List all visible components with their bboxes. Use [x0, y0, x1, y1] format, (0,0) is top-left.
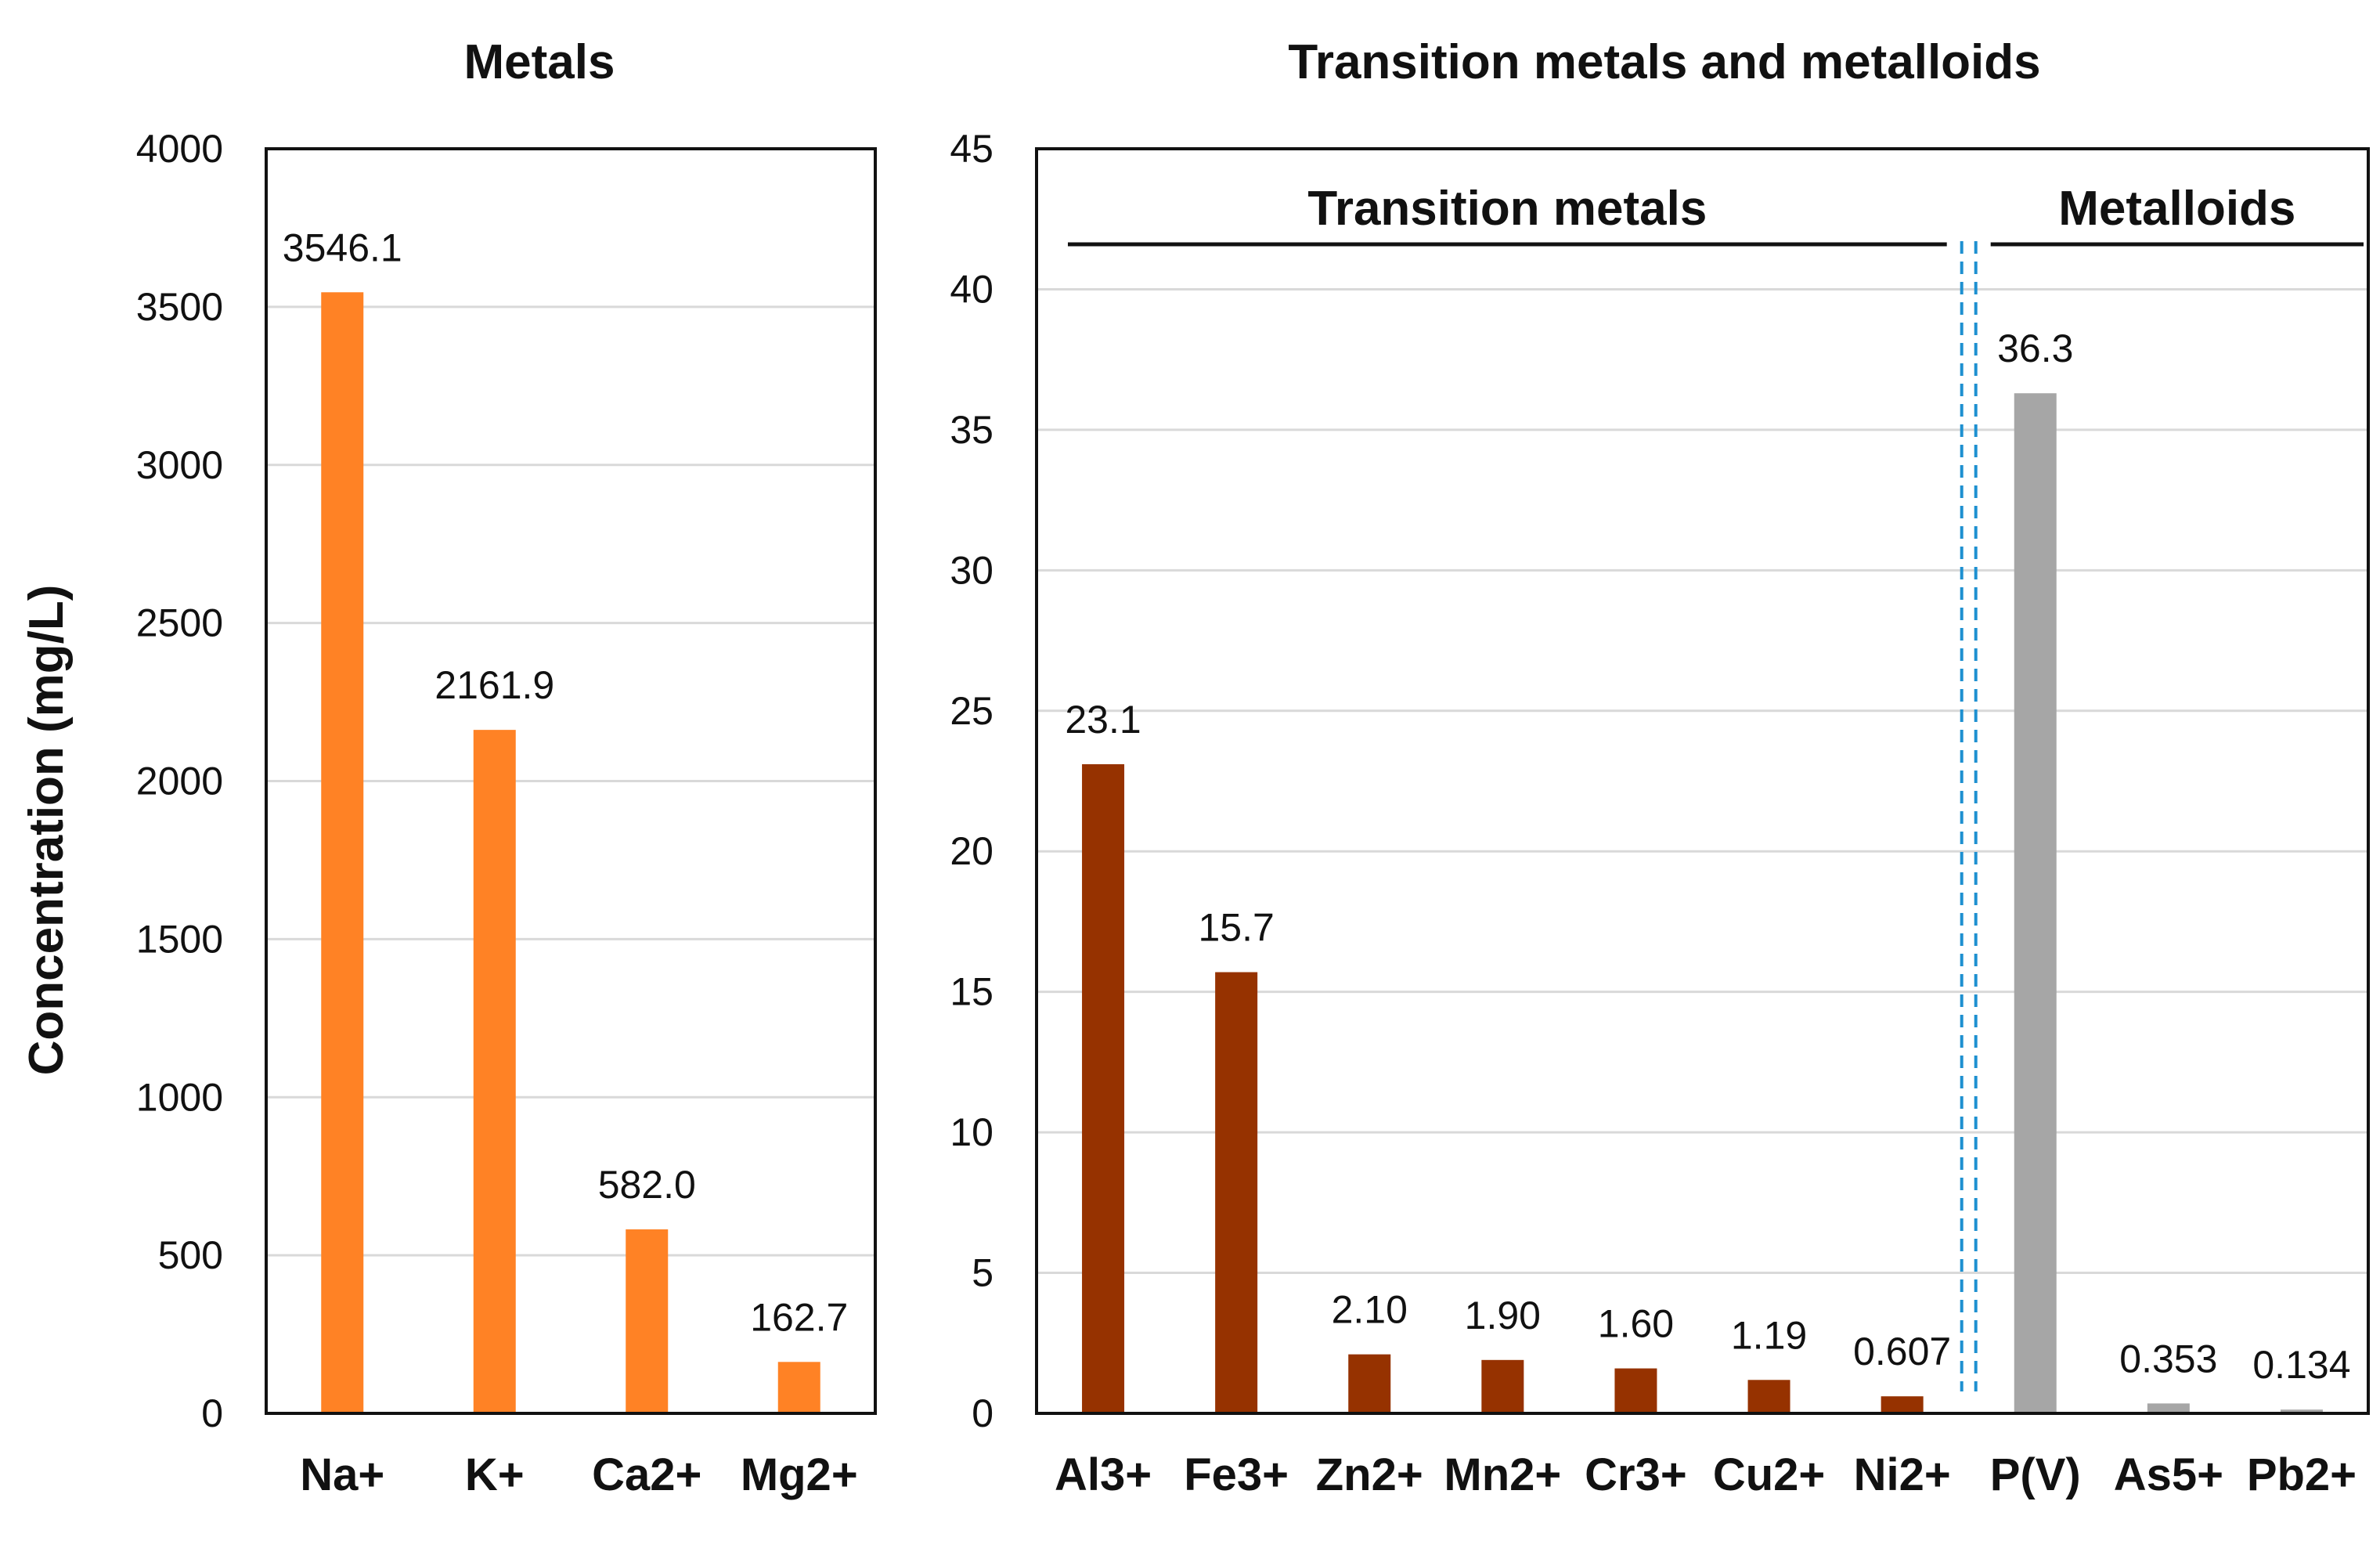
y-tick-label: 5 — [972, 1251, 993, 1295]
y-tick-label: 1000 — [136, 1075, 223, 1119]
y-tick-label: 1500 — [136, 917, 223, 961]
y-tick-label: 40 — [950, 267, 993, 311]
transition-chart-title: Transition metals and metalloids — [1288, 35, 2040, 89]
category-label: Cr3+ — [1585, 1449, 1687, 1500]
group-label: Metalloids — [2058, 182, 2295, 236]
data-label: 36.3 — [1997, 327, 2073, 370]
bar-K+ — [473, 730, 516, 1413]
bar-Fe3+ — [1215, 972, 1258, 1413]
category-label: Mg2+ — [741, 1449, 858, 1500]
bar-Cr3+ — [1614, 1368, 1657, 1413]
metals-chart: Metals 0 500 1000 1500 2000 2500 3000 3500 4000 3… — [136, 35, 877, 1500]
data-label: 2.10 — [1332, 1288, 1408, 1332]
category-label: Mn2+ — [1444, 1449, 1561, 1500]
y-tick-label: 4000 — [136, 127, 223, 171]
bar-Pb2+ — [2280, 1409, 2323, 1413]
data-label: 0.134 — [2252, 1343, 2350, 1387]
data-label: 1.90 — [1465, 1294, 1541, 1337]
y-tick-label: 0 — [201, 1391, 223, 1435]
bar-Na+ — [321, 292, 364, 1414]
metals-chart-title: Metals — [464, 35, 615, 89]
y-tick-label: 10 — [950, 1110, 993, 1154]
category-label: Al3+ — [1055, 1449, 1152, 1500]
y-tick-label: 2000 — [136, 760, 223, 803]
data-label: 2161.9 — [435, 663, 554, 707]
bar-Ca2+ — [626, 1229, 669, 1413]
data-label: 0.607 — [1853, 1330, 1951, 1373]
plot-frame — [1035, 147, 2370, 1415]
y-tick-label: 35 — [950, 408, 993, 452]
transition-metals-chart: Transition metals and metalloids 0 5 10 15 2… — [950, 35, 2370, 1500]
y-axis-label: Concentration (mg/L) — [20, 585, 74, 1076]
category-label: Zn2+ — [1316, 1449, 1423, 1500]
bar-As5+ — [2147, 1403, 2190, 1413]
data-label: 162.7 — [750, 1295, 848, 1339]
y-tick-label: 25 — [950, 689, 993, 733]
y-tick-label: 2500 — [136, 601, 223, 645]
data-label: 15.7 — [1198, 906, 1274, 950]
bar-Mg2+ — [777, 1362, 820, 1413]
bar-P(V) — [2014, 393, 2057, 1413]
category-label: P(V) — [1990, 1449, 2081, 1500]
category-label: As5+ — [2114, 1449, 2223, 1500]
category-label: K+ — [465, 1449, 525, 1500]
bar-Mn2+ — [1481, 1359, 1524, 1413]
data-label: 1.19 — [1731, 1313, 1807, 1357]
category-label: Na+ — [300, 1449, 384, 1500]
y-tick-label: 30 — [950, 548, 993, 592]
category-label: Ni2+ — [1854, 1449, 1951, 1500]
data-label: 582.0 — [598, 1163, 696, 1207]
plot-frame — [265, 147, 877, 1415]
bar-Cu2+ — [1747, 1380, 1790, 1413]
y-tick-label: 0 — [972, 1391, 993, 1435]
y-tick-label: 3500 — [136, 285, 223, 329]
bar-Ni2+ — [1881, 1396, 1924, 1413]
y-tick-label: 3000 — [136, 443, 223, 487]
y-tick-label: 500 — [158, 1233, 223, 1277]
data-label: 3546.1 — [283, 226, 402, 269]
category-label: Fe3+ — [1184, 1449, 1289, 1500]
y-tick-label: 45 — [950, 127, 993, 171]
category-label: Pb2+ — [2247, 1449, 2357, 1500]
y-tick-label: 20 — [950, 829, 993, 873]
group-label: Transition metals — [1307, 182, 1707, 236]
y-tick-label: 15 — [950, 970, 993, 1014]
data-label: 1.60 — [1598, 1302, 1674, 1346]
bar-Zn2+ — [1348, 1354, 1391, 1413]
category-label: Cu2+ — [1713, 1449, 1825, 1500]
data-label: 23.1 — [1065, 698, 1141, 742]
data-label: 0.353 — [2119, 1337, 2217, 1380]
category-label: Ca2+ — [592, 1449, 701, 1500]
bar-Al3+ — [1082, 763, 1125, 1413]
